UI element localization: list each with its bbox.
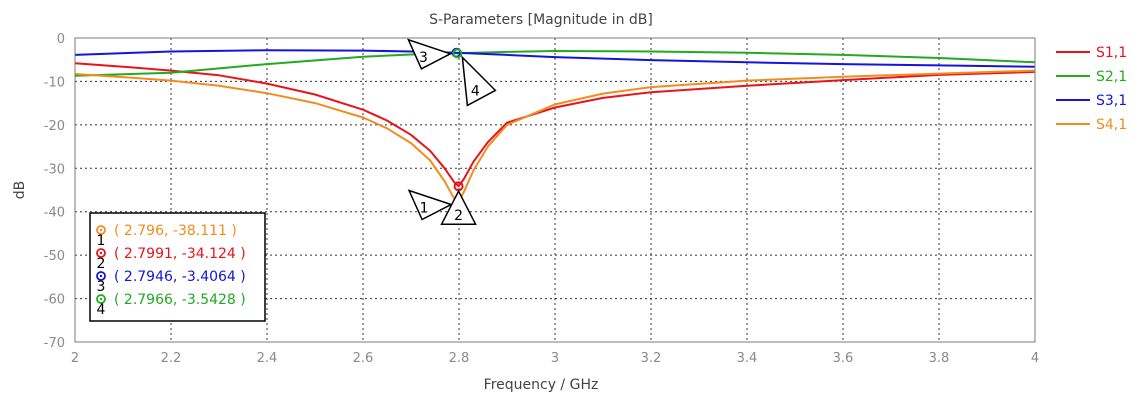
marker-flag-4: [461, 55, 497, 107]
legend-label-1: S2,1: [1096, 69, 1127, 85]
x-tick-label: 3: [551, 351, 559, 366]
x-tick-label: 3.6: [833, 351, 854, 366]
readout-marker-dot-2: [99, 251, 103, 255]
chart-title: S-Parameters [Magnitude in dB]: [429, 12, 653, 28]
x-tick-label: 2.6: [353, 351, 374, 366]
x-tick-label: 3.2: [641, 351, 662, 366]
readout-value-3: ( 2.7946, -3.4064 ): [114, 269, 246, 285]
y-axis-title: dB: [12, 181, 28, 200]
series-line-1: [74, 50, 1036, 77]
legend-label-3: S4,1: [1096, 117, 1127, 133]
marker-label-2: 2: [454, 208, 463, 224]
marker-readout-box: 1 ( 2.796, -38.111 ) 2 ( 2.7991, -34.124 ) 3…: [89, 212, 266, 322]
series-lines: [74, 49, 1036, 205]
y-tick-label: -40: [44, 206, 65, 221]
readout-marker-icon-4: [96, 294, 106, 304]
markers: 1 2 3 4: [407, 38, 497, 225]
x-tick-label: 4: [1031, 351, 1039, 366]
marker-flag-2: [440, 189, 477, 225]
y-tick-label: -60: [44, 293, 65, 308]
legend-label-0: S1,1: [1096, 45, 1127, 61]
x-tick-label: 3.8: [929, 351, 950, 366]
readout-marker-number-1: 1: [97, 233, 106, 249]
x-axis-title: Frequency / GHz: [484, 377, 599, 393]
readout-marker-number-3: 3: [97, 279, 106, 295]
readout-marker-dot-4: [99, 297, 103, 301]
plot-area-border: [74, 37, 1036, 343]
readout-value-1: ( 2.796, -38.111 ): [114, 223, 237, 239]
y-tick-label: -10: [44, 75, 65, 90]
x-tick-label: 2: [71, 351, 79, 366]
legend-label-2: S3,1: [1096, 93, 1127, 109]
marker-label-4: 4: [471, 83, 480, 99]
y-tick-label: -30: [44, 162, 65, 177]
marker-flag-1: [407, 189, 454, 221]
readout-marker-icon-2: [96, 248, 106, 258]
marker-label-3: 3: [419, 50, 428, 66]
readout-marker-number-2: 2: [97, 256, 106, 272]
readout-box-frame: [89, 212, 266, 322]
readout-marker-dot-1: [99, 228, 103, 232]
readout-value-4: ( 2.7966, -3.5428 ): [114, 292, 246, 308]
y-tick-label: -70: [44, 336, 65, 351]
marker-point-4: [452, 48, 463, 59]
readout-marker-icon-1: [96, 225, 106, 235]
readout-marker-icon-3: [96, 271, 106, 281]
x-tick-label: 3.4: [737, 351, 758, 366]
series-line-2: [74, 49, 1036, 68]
y-tick-label: 0: [57, 32, 65, 47]
x-tick-label: 2.2: [161, 351, 182, 366]
readout-marker-dot-3: [99, 274, 103, 278]
readout-marker-number-4: 4: [97, 302, 106, 318]
x-tick-label: 2.8: [449, 351, 470, 366]
tick-labels: 2 2.2 2.4 2.6 2.8 3 3.2 3.4 3.6 3.8 4 0 -10 -20 -30 -40…: [44, 32, 1039, 366]
marker-flag-3: [407, 38, 453, 70]
y-tick-label: -50: [44, 249, 65, 264]
marker-label-1: 1: [420, 201, 429, 217]
legend: S1,1 S2,1 S3,1 S4,1: [1056, 45, 1127, 133]
series-line-0: [74, 62, 1036, 188]
x-tick-label: 2.4: [257, 351, 278, 366]
y-tick-label: -20: [44, 119, 65, 134]
readout-value-2: ( 2.7991, -34.124 ): [114, 246, 246, 262]
